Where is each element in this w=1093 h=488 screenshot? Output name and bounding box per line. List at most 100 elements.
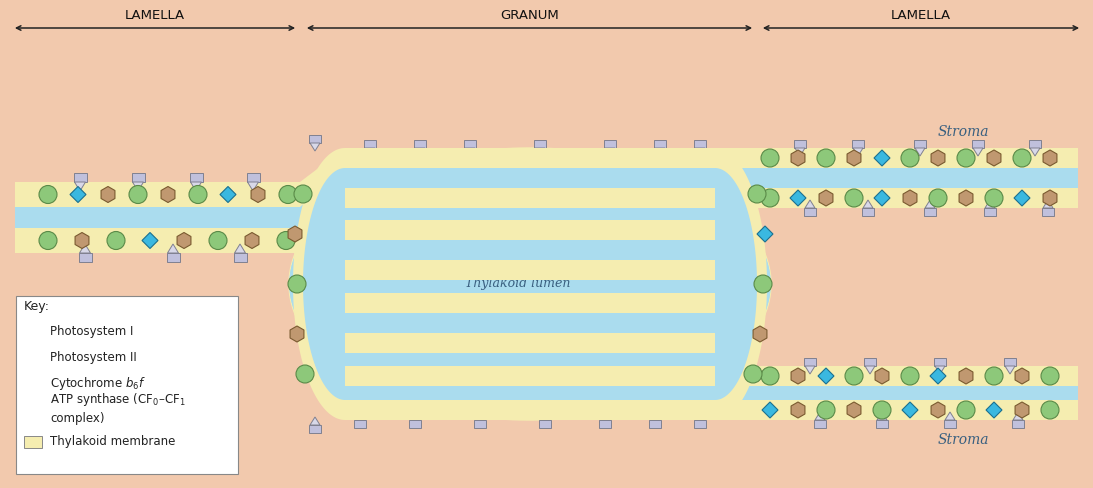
Polygon shape [931,402,945,418]
Bar [345,148,715,168]
Polygon shape [432,335,446,351]
Bar [345,240,715,260]
Polygon shape [1043,200,1053,208]
Polygon shape [432,190,446,206]
Polygon shape [432,295,446,311]
Polygon shape [683,402,700,418]
Circle shape [761,367,779,385]
Polygon shape [853,148,863,156]
Circle shape [929,189,947,207]
Polygon shape [515,262,531,278]
Polygon shape [376,222,390,238]
Polygon shape [715,168,760,188]
Circle shape [279,185,297,203]
Polygon shape [375,335,391,351]
Polygon shape [715,148,767,420]
Polygon shape [915,148,925,156]
Bar [853,140,863,148]
Circle shape [873,401,891,419]
Bar [345,366,715,386]
Bar [345,400,715,420]
Polygon shape [375,262,391,278]
Text: Cytochrome $b_6f$: Cytochrome $b_6f$ [50,375,146,392]
Polygon shape [656,190,670,206]
Polygon shape [795,148,806,156]
Polygon shape [516,150,530,166]
Polygon shape [628,150,642,166]
Polygon shape [695,148,705,156]
Bar [1012,420,1024,428]
Bar [15,207,299,228]
Bar [804,358,816,366]
Polygon shape [959,368,973,384]
Polygon shape [80,244,91,253]
Circle shape [39,185,57,203]
Polygon shape [683,262,700,278]
Circle shape [296,365,314,383]
Polygon shape [348,335,362,351]
Polygon shape [293,148,345,420]
Bar [345,188,715,208]
Polygon shape [1030,148,1041,156]
Polygon shape [403,150,419,166]
Bar [354,420,366,428]
Text: ATP synthase (CF$_0$–CF$_1$
complex): ATP synthase (CF$_0$–CF$_1$ complex) [50,391,186,425]
Polygon shape [220,186,236,203]
Bar [73,173,86,182]
Polygon shape [376,295,390,311]
Polygon shape [543,368,559,384]
Bar [24,436,42,448]
Bar [1042,208,1054,216]
Circle shape [26,324,42,340]
Polygon shape [132,182,143,191]
Bar [649,420,661,428]
Polygon shape [683,190,700,206]
Bar [345,400,715,420]
Polygon shape [683,150,700,166]
Text: LAMELLA: LAMELLA [891,9,951,22]
Polygon shape [543,190,559,206]
Bar [345,168,715,188]
Bar [1029,140,1041,148]
Bar [345,260,715,280]
Bar [760,188,1078,208]
Circle shape [761,149,779,167]
Polygon shape [762,402,778,418]
Polygon shape [806,366,815,374]
Bar [345,333,715,353]
Polygon shape [375,190,391,206]
Bar [247,173,259,182]
Bar [409,420,421,428]
Polygon shape [403,295,419,311]
Polygon shape [74,182,85,191]
Bar [345,168,715,188]
Bar [875,420,888,428]
Polygon shape [346,295,363,311]
Bar [345,240,715,260]
Polygon shape [289,226,302,242]
Circle shape [1041,401,1059,419]
Text: Photosystem II: Photosystem II [50,351,137,365]
Polygon shape [903,190,917,206]
Polygon shape [432,150,446,166]
Bar [309,135,321,143]
Polygon shape [487,150,503,166]
Polygon shape [299,148,345,253]
Polygon shape [516,222,530,238]
Polygon shape [1004,366,1015,374]
Polygon shape [715,168,757,400]
Bar [345,293,715,313]
Polygon shape [1014,190,1030,206]
Polygon shape [600,412,610,420]
Polygon shape [303,168,345,400]
Polygon shape [403,262,419,278]
Polygon shape [310,143,320,151]
Text: LAMELLA: LAMELLA [125,9,185,22]
Bar [914,140,926,148]
Polygon shape [289,148,771,420]
Circle shape [761,189,779,207]
Polygon shape [655,222,671,238]
Polygon shape [489,335,502,351]
Bar [760,148,1078,168]
Polygon shape [534,148,545,156]
